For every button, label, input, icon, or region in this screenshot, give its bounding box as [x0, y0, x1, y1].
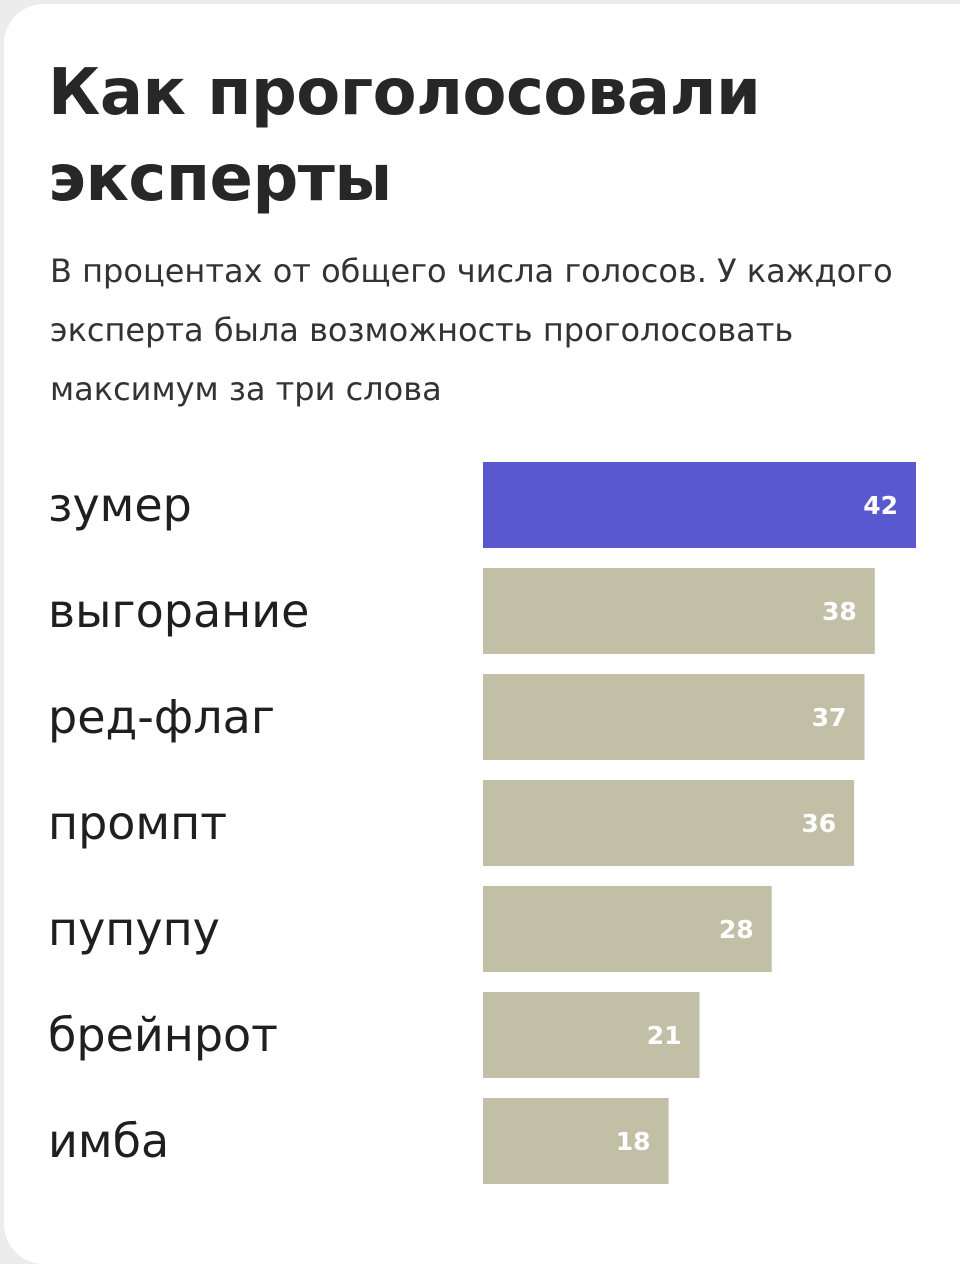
bar-row: ред-флаг 37 — [48, 674, 865, 760]
bar — [483, 886, 772, 972]
value-label: 21 — [647, 1021, 682, 1050]
bar — [483, 1098, 669, 1184]
value-label: 37 — [812, 703, 847, 732]
bar-highlighted — [483, 462, 916, 548]
bar-chart: зумер 42 выгорание 38 ред-флаг 37 промпт 36 пупу… — [48, 462, 916, 1184]
bar-row: пупупу 28 — [48, 886, 772, 972]
page-title: Как проголосовали эксперты — [48, 56, 761, 216]
value-label: 42 — [863, 491, 898, 520]
bar — [483, 992, 700, 1078]
page-subtitle: В процентах от общего числа голосов. У к… — [50, 252, 893, 408]
category-label: брейнрот — [48, 1008, 278, 1062]
value-label: 38 — [822, 597, 857, 626]
category-label: промпт — [48, 796, 227, 850]
category-label: зумер — [48, 478, 192, 532]
category-label: ред-флаг — [48, 690, 275, 744]
bar-row: брейнрот 21 — [48, 992, 700, 1078]
value-label: 18 — [616, 1127, 651, 1156]
value-label: 36 — [801, 809, 836, 838]
value-label: 28 — [719, 915, 754, 944]
bar — [483, 780, 855, 866]
bar-row: промпт 36 — [48, 780, 855, 866]
category-label: пупупу — [48, 902, 220, 956]
bar — [483, 568, 875, 654]
category-label: выгорание — [48, 584, 309, 638]
bar-row: зумер 42 — [48, 462, 916, 548]
bar-row: имба 18 — [48, 1098, 669, 1184]
bar-row: выгорание 38 — [48, 568, 875, 654]
category-label: имба — [48, 1114, 169, 1168]
bar — [483, 674, 865, 760]
